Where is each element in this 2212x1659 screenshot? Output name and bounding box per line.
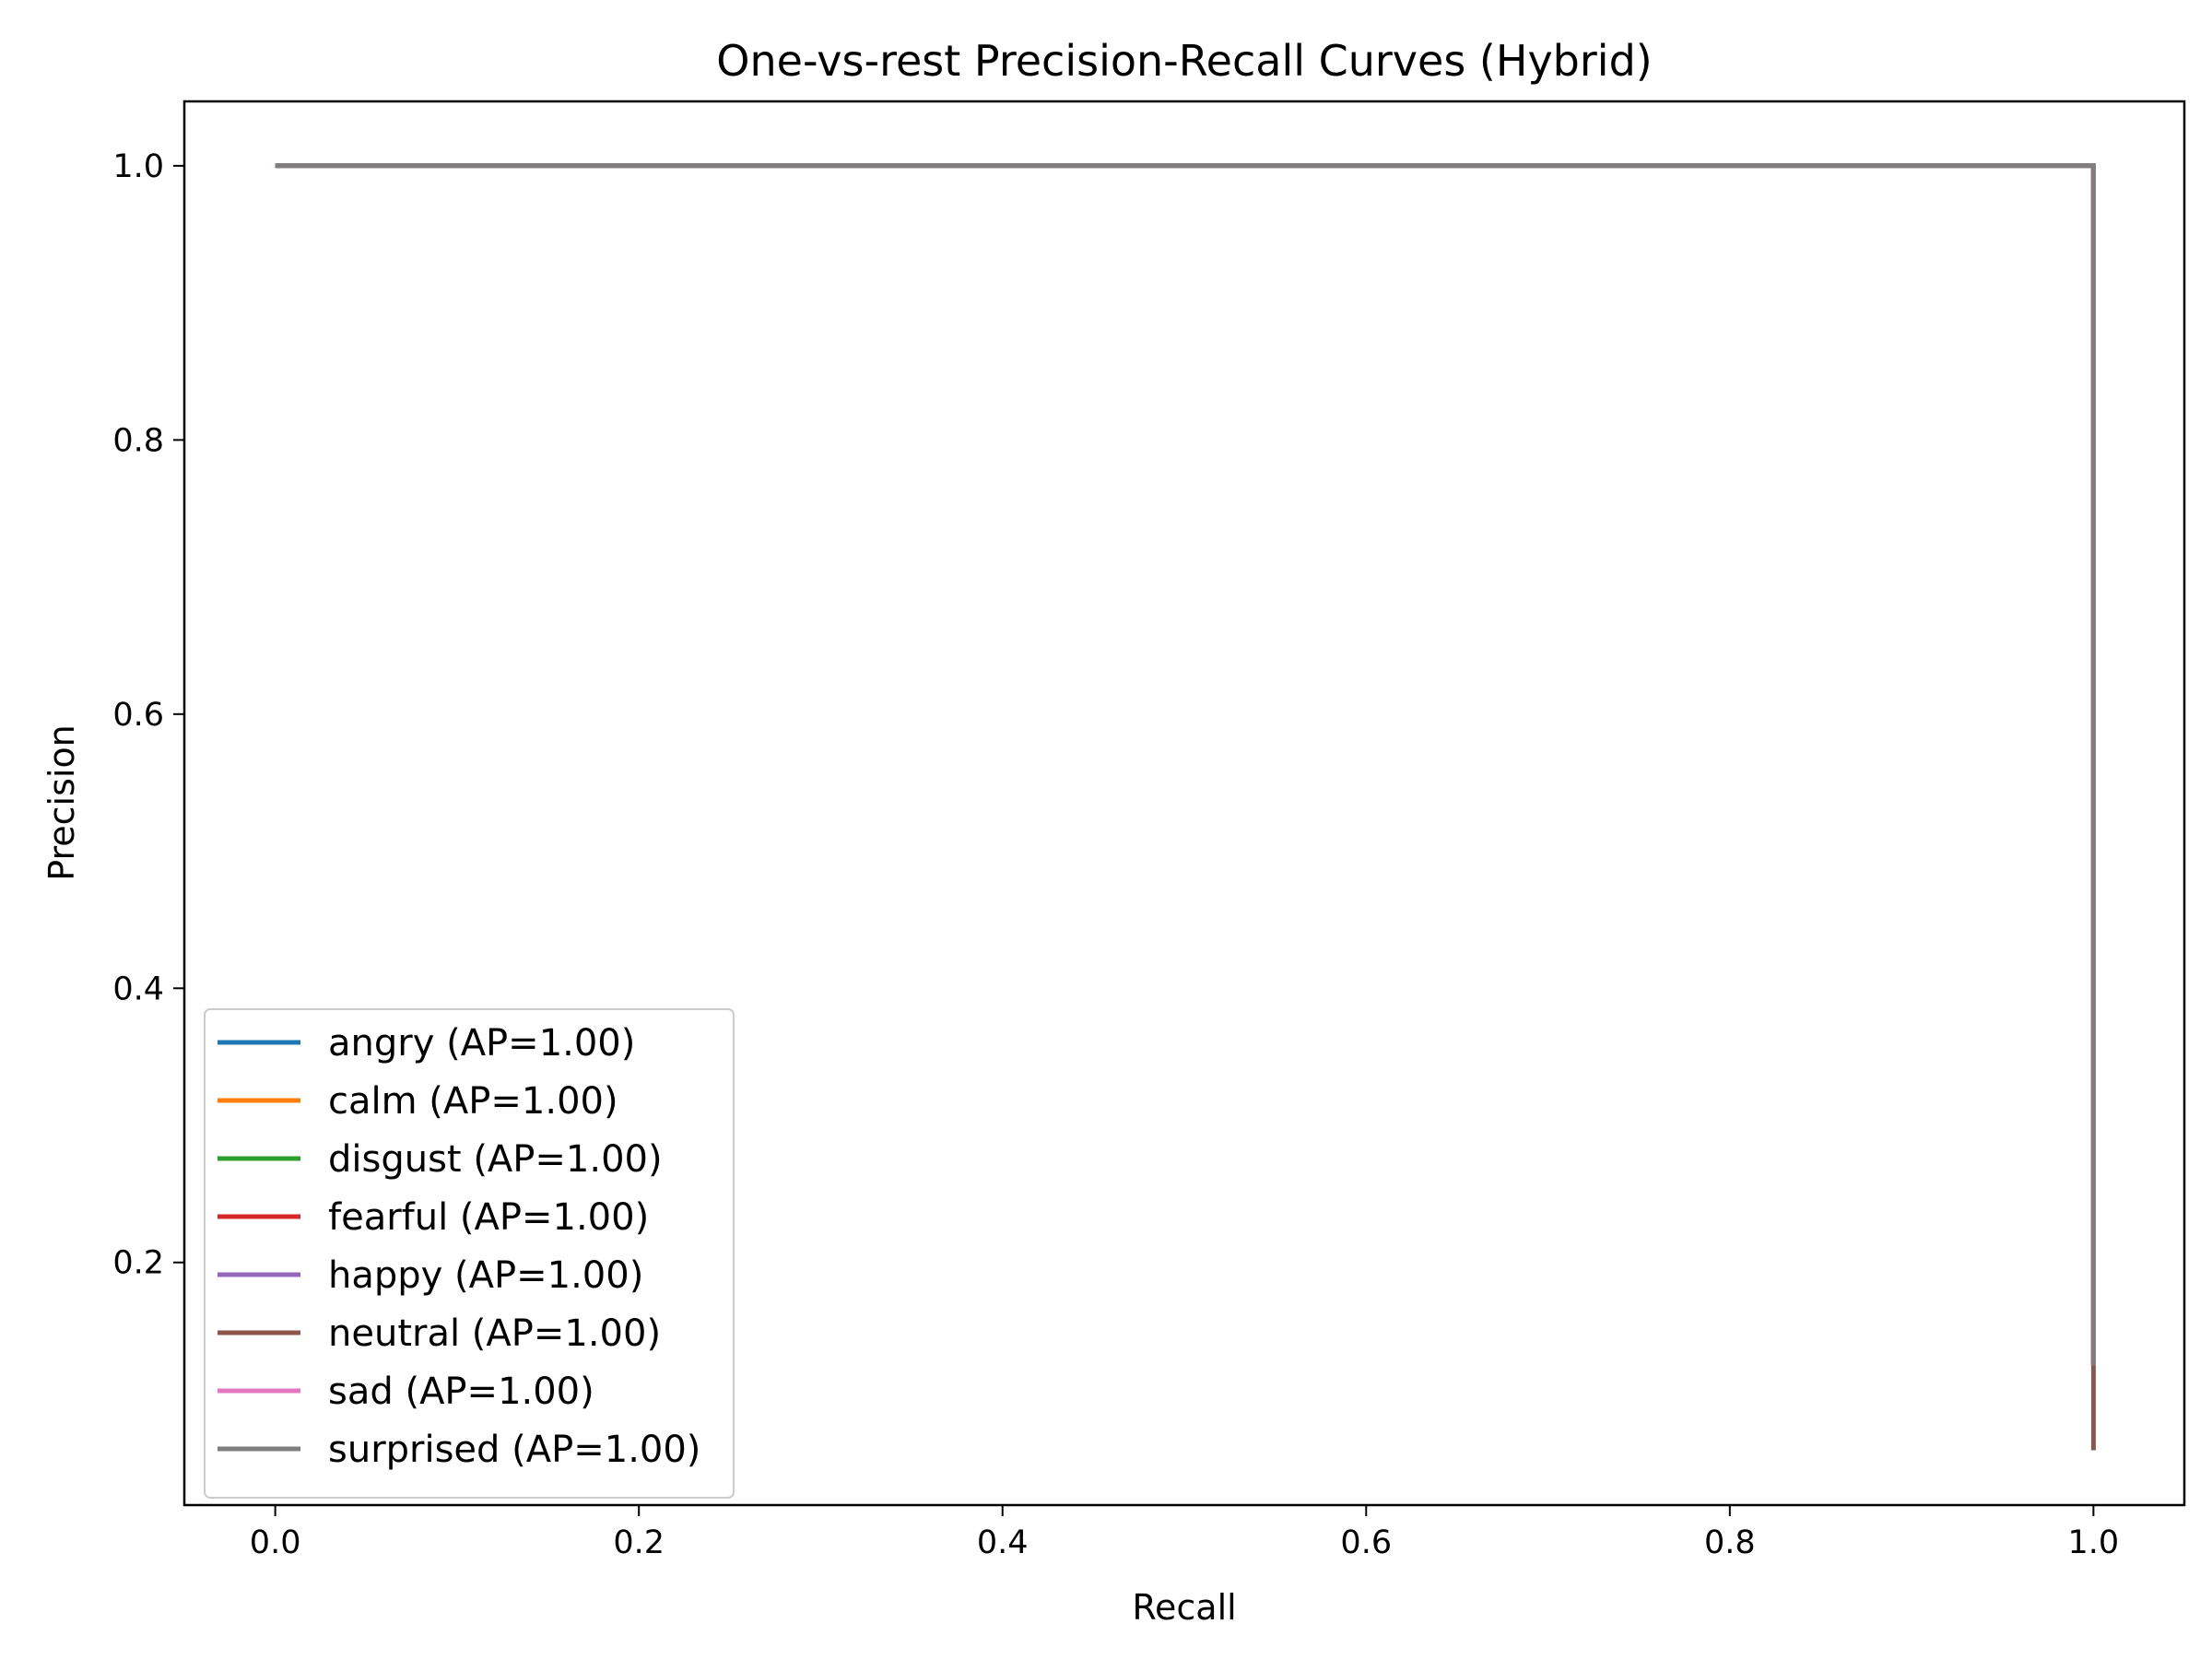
legend-label-happy: happy (AP=1.00) <box>328 1254 643 1297</box>
legend-label-angry: angry (AP=1.00) <box>328 1022 635 1065</box>
series-line-surprised <box>275 163 2096 1366</box>
y-tick-label: 0.6 <box>112 697 164 734</box>
x-tick-label: 0.4 <box>977 1524 1029 1561</box>
x-tick-label: 0.6 <box>1340 1524 1392 1561</box>
chart-title: One-vs-rest Precision-Recall Curves (Hyb… <box>716 36 1652 86</box>
legend-label-sad: sad (AP=1.00) <box>328 1371 594 1413</box>
legend-label-calm: calm (AP=1.00) <box>328 1080 618 1123</box>
y-tick-label: 0.2 <box>112 1245 164 1282</box>
y-tick-label: 0.8 <box>112 422 164 459</box>
legend-label-fearful: fearful (AP=1.00) <box>328 1196 649 1239</box>
x-tick-label: 1.0 <box>2068 1524 2120 1561</box>
legend-frame <box>204 1008 735 1499</box>
legend: angry (AP=1.00) calm (AP=1.00) disgust (AP… <box>204 1008 735 1499</box>
x-tick-label: 0.0 <box>250 1524 301 1561</box>
x-tick-label: 0.2 <box>613 1524 665 1561</box>
y-tick-label: 1.0 <box>112 148 164 185</box>
legend-label-disgust: disgust (AP=1.00) <box>328 1138 663 1181</box>
x-tick-label: 0.8 <box>1704 1524 1756 1561</box>
legend-label-surprised: surprised (AP=1.00) <box>328 1429 700 1471</box>
x-axis-title: Recall <box>1132 1587 1236 1628</box>
y-axis-title: Precision <box>41 724 82 881</box>
y-tick-label: 0.4 <box>112 971 164 1007</box>
x-axis: 0.0 0.2 0.4 0.6 0.8 1.0 <box>250 1505 2119 1561</box>
plot-frame <box>182 100 2186 1507</box>
series-layer <box>275 163 2096 1451</box>
y-axis: 0.2 0.4 0.6 0.8 1.0 <box>112 148 184 1282</box>
legend-label-neutral: neutral (AP=1.00) <box>328 1312 661 1355</box>
